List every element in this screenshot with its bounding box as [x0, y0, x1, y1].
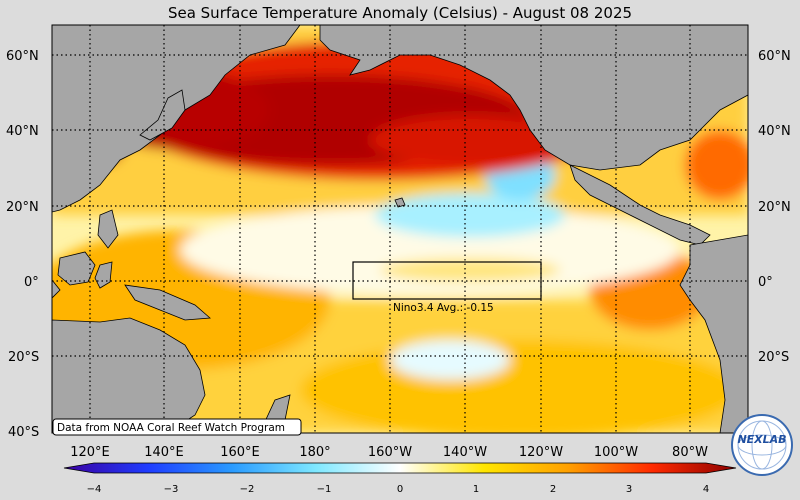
lon-label: 120°E [70, 445, 110, 460]
credit-box: Data from NOAA Coral Reef Watch Program [52, 418, 302, 436]
map-border [51, 24, 749, 434]
japan-island [139, 89, 186, 141]
hawaii-islands [394, 197, 406, 208]
lat-label: 60°N [758, 49, 791, 64]
graticule [52, 25, 748, 433]
lat-labels-left: 60°N 40°N 20°N 0° 20°S 40°S [6, 49, 39, 440]
colorbar-tick: −2 [240, 484, 255, 495]
sulawesi-island [94, 261, 113, 289]
colorbar: −4 −3 −2 −1 0 1 2 3 4 [63, 462, 737, 495]
lat-label: 40°N [6, 124, 39, 139]
lon-label: 160°W [368, 445, 412, 460]
lat-label: 20°S [8, 350, 39, 365]
colorbar-tick: −4 [87, 484, 102, 495]
land-masses [52, 25, 748, 433]
colorbar-tick: 1 [473, 484, 479, 495]
nexlab-logo: NEXLAB [731, 414, 793, 476]
lat-label: 40°N [758, 124, 791, 139]
south-america-landmass [679, 234, 748, 433]
lat-label: 20°N [758, 200, 791, 215]
colorbar-tick: 2 [550, 484, 556, 495]
lat-label: 60°N [6, 49, 39, 64]
credit-text: Data from NOAA Coral Reef Watch Program [57, 422, 285, 434]
logo-text: NEXLAB [737, 433, 786, 446]
lon-label: 120°W [519, 445, 563, 460]
lon-label: 160°E [220, 445, 260, 460]
philippines-islands [97, 209, 119, 249]
map-area [52, 25, 748, 433]
lat-label: 20°S [758, 350, 789, 365]
lat-label: 20°N [6, 200, 39, 215]
colorbar-tick: −1 [317, 484, 332, 495]
colorbar-tick: 4 [703, 484, 709, 495]
lon-label: 180° [299, 445, 330, 460]
colorbar-tick: 3 [626, 484, 632, 495]
lat-label: 0° [24, 275, 39, 290]
nino34-average-label: Nino3.4 Avg.: -0.15 [393, 302, 494, 314]
lat-label: 0° [758, 275, 773, 290]
borneo-island [57, 251, 96, 286]
lon-label: 100°W [594, 445, 638, 460]
lon-label: 140°W [443, 445, 487, 460]
nino34-box [352, 261, 542, 300]
lon-label: 80°W [672, 445, 708, 460]
lat-label: 40°S [8, 425, 39, 440]
map-title: Sea Surface Temperature Anomaly (Celsius… [168, 4, 632, 22]
lon-labels: 120°E 140°E 160°E 180° 160°W 140°W 120°W… [70, 445, 708, 460]
colorbar-tick: 0 [397, 484, 403, 495]
lon-label: 140°E [144, 445, 184, 460]
sumatra-island [52, 279, 61, 299]
lat-labels-right: 60°N 40°N 20°N 0° 20°S [758, 49, 791, 365]
colorbar-tick: −3 [164, 484, 179, 495]
new-guinea-island [124, 284, 211, 321]
